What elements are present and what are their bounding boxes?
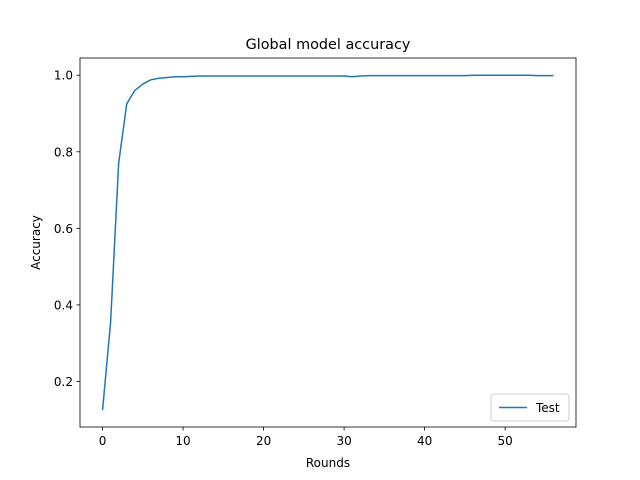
x-tick-label: 10 <box>175 434 190 448</box>
x-axis-label: Rounds <box>306 456 350 470</box>
x-tick-label: 30 <box>336 434 351 448</box>
y-axis: 0.2 0.4 0.6 0.8 1.0 <box>54 69 80 389</box>
legend-box <box>490 393 570 422</box>
y-tick-label: 0.8 <box>54 145 73 159</box>
x-tick-label: 20 <box>256 434 271 448</box>
legend: Test <box>490 393 570 422</box>
y-tick-label: 0.4 <box>54 298 73 312</box>
y-axis-label: Accuracy <box>29 215 43 270</box>
y-tick-label: 0.2 <box>54 375 73 389</box>
chart-title: Global model accuracy <box>246 37 411 53</box>
y-tick-label: 1.0 <box>54 69 73 83</box>
plot-area <box>101 74 554 411</box>
legend-label-test: Test <box>535 401 560 415</box>
y-tick-label: 0.6 <box>54 222 73 236</box>
series-line-test <box>101 74 554 411</box>
x-tick-label: 40 <box>417 434 432 448</box>
x-axis: 0 10 20 30 40 50 <box>99 427 513 448</box>
x-tick-label: 50 <box>498 434 513 448</box>
axes-frame <box>79 57 577 428</box>
x-tick-label: 0 <box>99 434 107 448</box>
